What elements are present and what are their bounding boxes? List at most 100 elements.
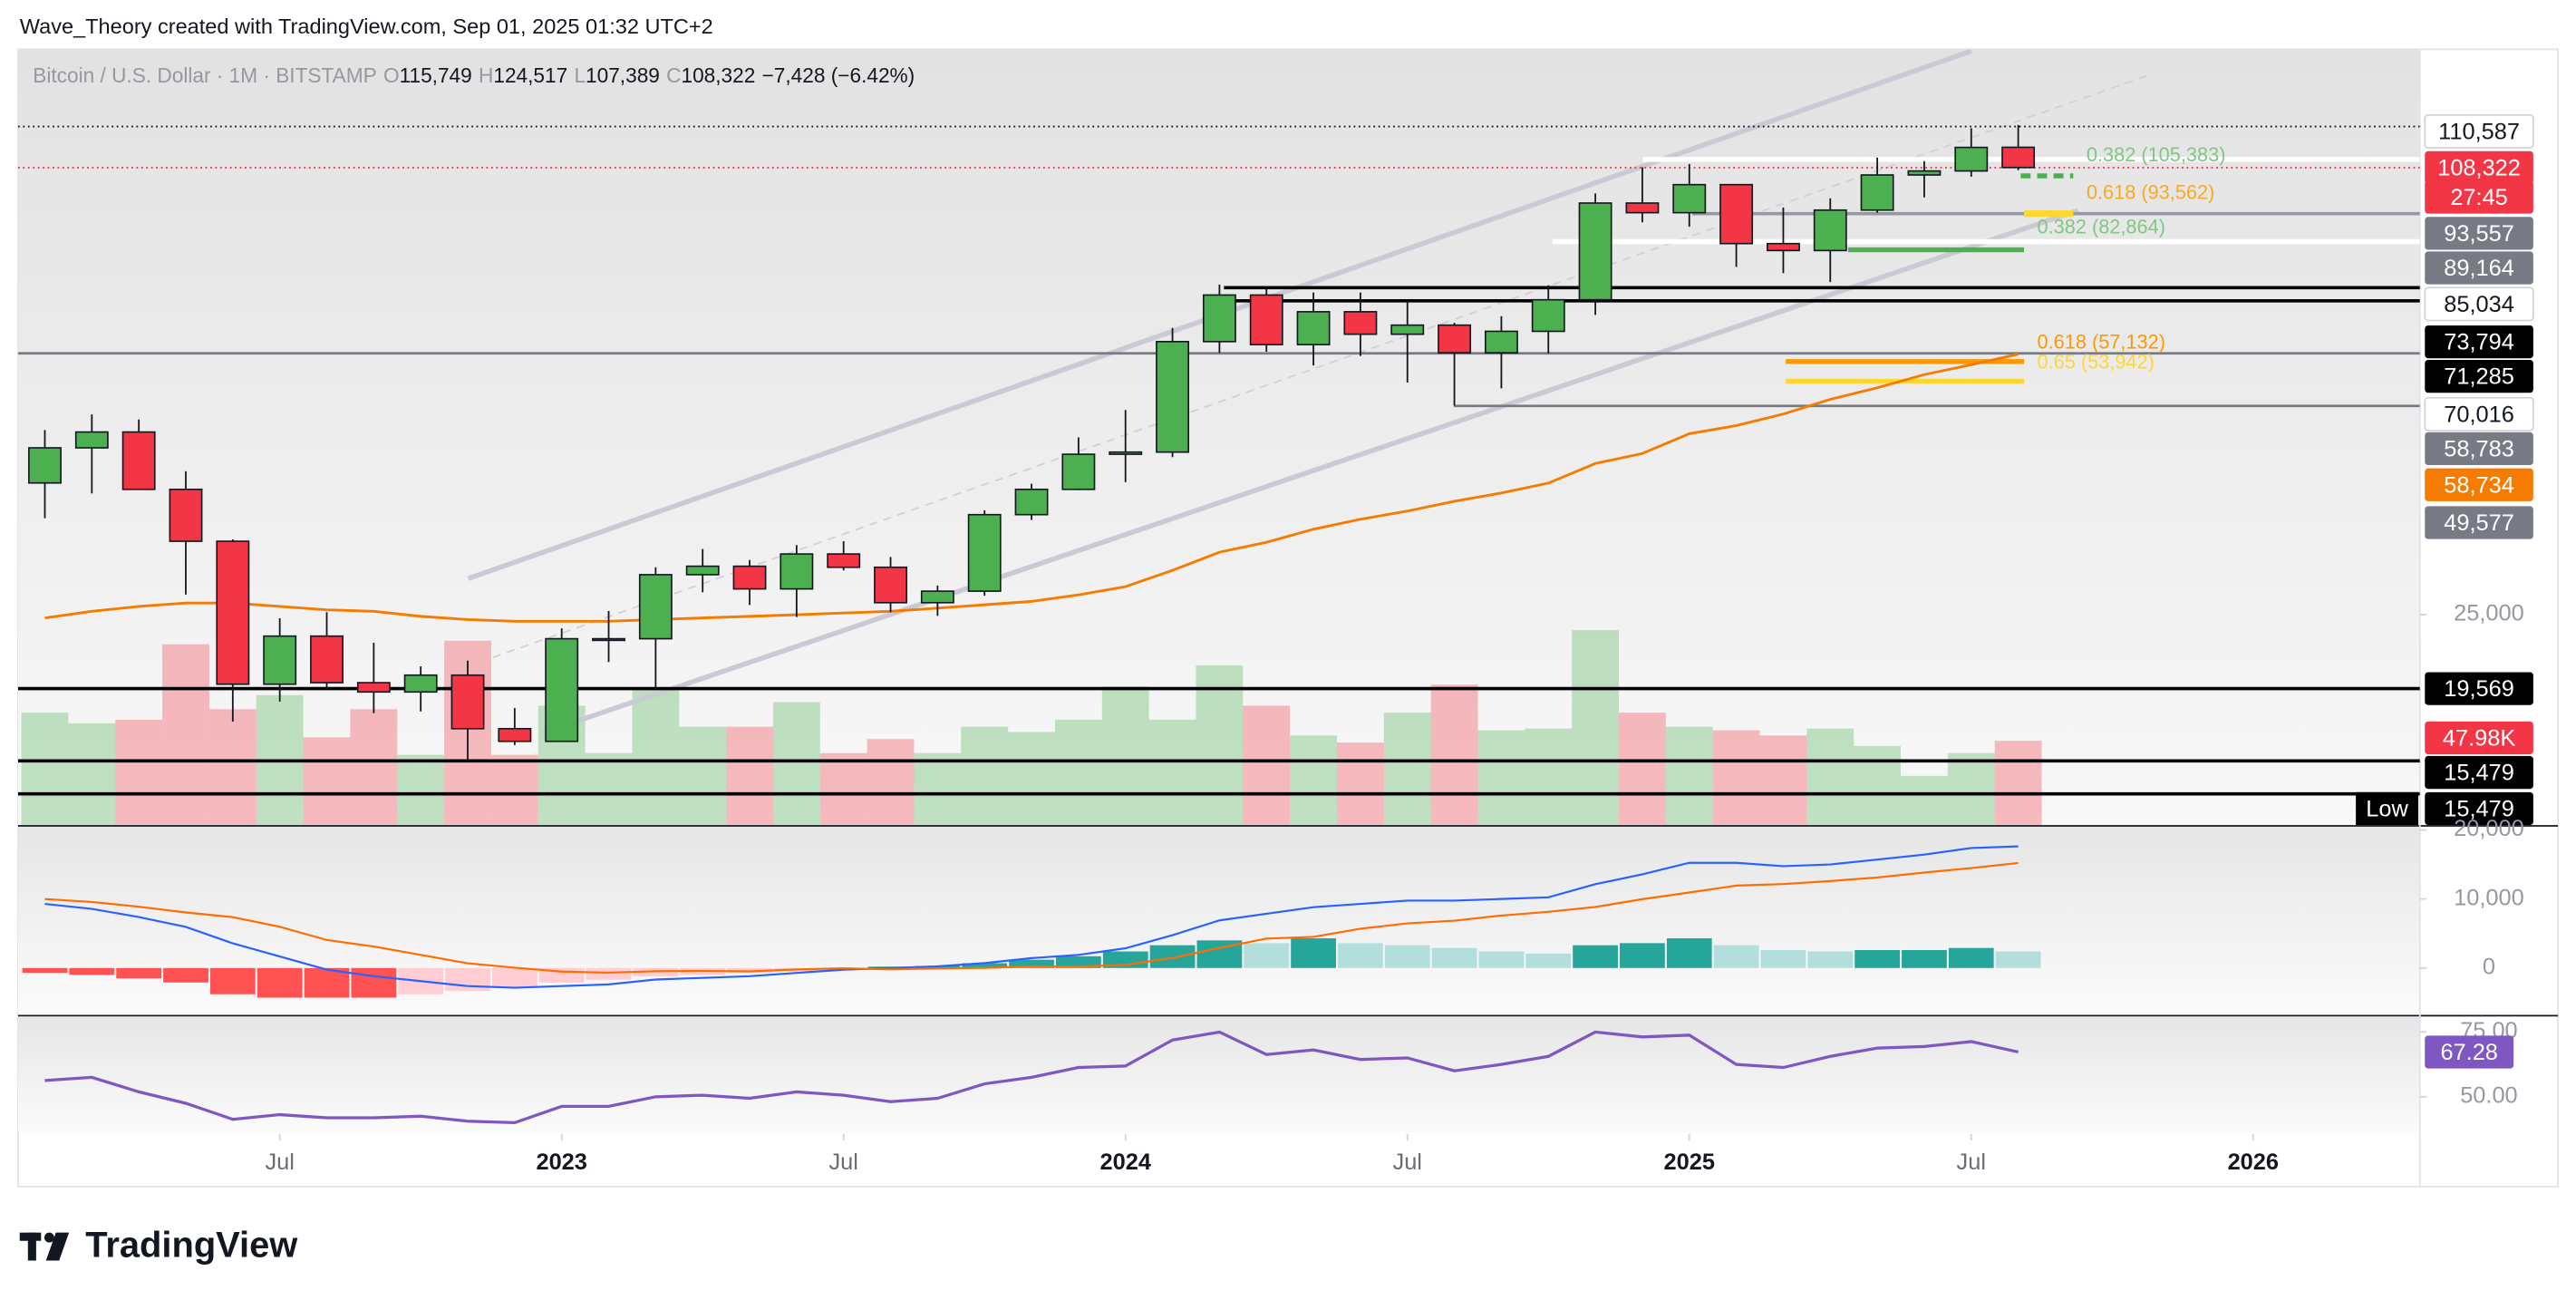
volume-bar	[1572, 630, 1620, 826]
symbol: Bitcoin / U.S. Dollar · 1M · BITSTAMP	[33, 63, 376, 87]
macd-series	[22, 845, 2041, 998]
volume-bar	[1901, 775, 1948, 826]
macd-histogram-bar	[1995, 951, 2041, 968]
candle-body	[1860, 174, 1894, 211]
price-label: 19,569	[2444, 676, 2514, 702]
macd-histogram-bar	[1478, 951, 1525, 968]
price-label-box	[2425, 432, 2533, 466]
candle-body	[1625, 202, 1660, 214]
axis-labels: Bitcoin / U.S. Dollar · 1M · BITSTAMP O11…	[33, 63, 2534, 1175]
volume-bar	[1712, 730, 1760, 826]
candle-body	[2001, 146, 2036, 169]
candle-body	[1813, 209, 1847, 252]
rsi-value-label: 67.28	[2440, 1040, 2497, 1065]
macd-histogram-bar	[1431, 947, 1477, 968]
fib-annotation: 0.65 (53,942)	[2037, 350, 2154, 373]
candle-body	[1672, 183, 1707, 214]
macd-histogram-bar	[1525, 953, 1572, 968]
volume-bar	[961, 726, 1009, 826]
volume-bar	[1148, 719, 1196, 826]
candle-body	[592, 637, 625, 642]
candle-body	[121, 431, 156, 490]
fib-annotation: 0.382 (82,864)	[2037, 216, 2164, 238]
candle-body	[874, 566, 907, 604]
symbol-legend: Bitcoin / U.S. Dollar · 1M · BITSTAMP O11…	[33, 63, 915, 87]
ohlc-value: 107,389	[586, 63, 660, 87]
footer-logo	[19, 1232, 70, 1261]
price-label: 47.98K	[2443, 726, 2515, 752]
macd-histogram-bar	[351, 967, 397, 998]
macd-histogram-bar	[1384, 945, 1430, 968]
candle-body	[1907, 170, 1942, 176]
volume-bar	[1854, 745, 1902, 826]
candle-body	[1156, 341, 1189, 453]
volume-bar	[1947, 752, 1995, 826]
candle-body	[920, 590, 954, 604]
candle-body	[1954, 146, 1989, 172]
candle-body	[310, 635, 344, 684]
volume-bar	[1383, 713, 1431, 826]
candle-body	[263, 635, 297, 685]
candle-body	[545, 637, 579, 742]
x-tick-label: Jul	[1393, 1150, 1422, 1175]
y-tick-label: 20,000	[2454, 816, 2524, 841]
y-tick-label: 0	[2483, 954, 2495, 979]
price-label-box	[2425, 721, 2533, 755]
ohlc-key: H	[479, 63, 493, 87]
price-label: 15,479	[2444, 761, 2514, 786]
macd-histogram-bar	[1009, 959, 1054, 968]
footer-brand: TradingView	[85, 1226, 298, 1266]
volume-bar	[632, 690, 680, 826]
volume-bar	[1054, 719, 1102, 826]
ohlc-value: 124,517	[493, 63, 567, 87]
price-label: 108,322	[2437, 155, 2521, 180]
volume-bar	[726, 726, 773, 826]
macd-histogram-bar	[116, 967, 162, 979]
price-label-box	[2425, 360, 2533, 393]
volume-bar	[115, 719, 163, 826]
price-label: 110,587	[2438, 120, 2520, 145]
x-tick-label: 2026	[2228, 1150, 2279, 1175]
x-tick-label: 2024	[1100, 1150, 1151, 1175]
series	[22, 124, 2041, 1125]
volume-bar	[303, 737, 351, 826]
price-label-box	[2425, 180, 2533, 214]
candle-body	[74, 431, 109, 449]
price-label-box	[2425, 755, 2533, 790]
price-label-box	[2424, 113, 2534, 150]
volume-bar	[1525, 728, 1573, 826]
macd-histogram-bar	[1338, 943, 1383, 968]
volume-bar	[867, 739, 915, 826]
volume-bar	[490, 754, 538, 826]
macd-histogram-bar	[69, 967, 115, 975]
price-label: 70,016	[2444, 402, 2514, 427]
volume-bar	[350, 709, 398, 826]
candle-body	[216, 540, 250, 685]
volume-bar	[1806, 728, 1855, 826]
macd-histogram-bar	[1807, 951, 1854, 968]
volume-bar	[1477, 730, 1525, 826]
macd-histogram-bar	[1760, 949, 1806, 968]
price-label-box	[2425, 325, 2533, 359]
candle-body	[28, 447, 62, 484]
volume-bar	[585, 752, 633, 826]
x-tick-label: Jul	[1957, 1150, 1986, 1175]
rsi-pane	[17, 1017, 2420, 1133]
price-label: 73,794	[2444, 330, 2514, 355]
volume-bar	[68, 723, 116, 826]
x-tick-label: 2023	[536, 1150, 586, 1175]
macd-histogram-bar	[1620, 943, 1665, 968]
price-label-tag-box	[2356, 791, 2418, 826]
price-label-box	[2424, 396, 2534, 432]
price-label-box	[2425, 672, 2533, 705]
macd-histogram-bar	[22, 967, 68, 974]
candle-body	[1484, 330, 1518, 354]
price-label: 58,783	[2444, 436, 2514, 461]
ohlc-key: C	[666, 63, 681, 87]
signal-line	[44, 861, 2019, 975]
channel-midline	[492, 73, 2153, 659]
logo-mark	[45, 1232, 70, 1261]
macd-histogram-bar	[1291, 938, 1336, 968]
macd-histogram-bar	[209, 967, 256, 994]
